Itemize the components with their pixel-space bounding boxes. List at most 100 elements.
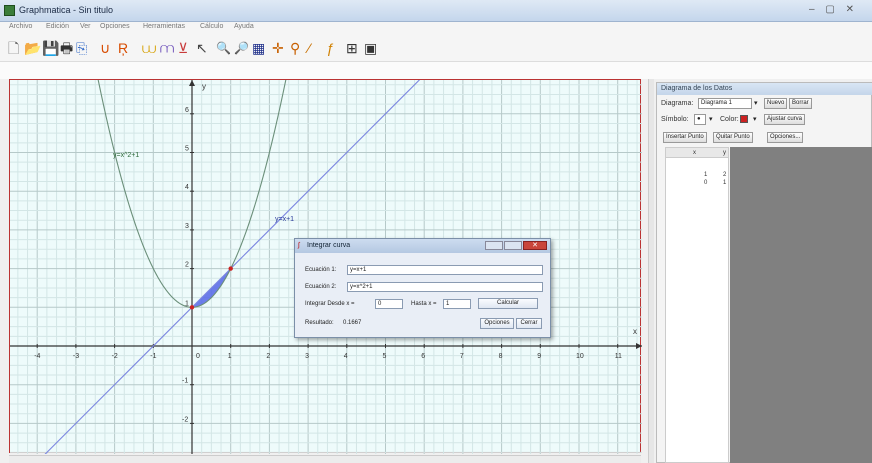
y-axis-name: y	[202, 82, 206, 91]
x-tick-label: -3	[73, 353, 79, 360]
grid-icon[interactable]: ▦	[252, 40, 266, 56]
window-controls[interactable]: – ▢ ✕	[809, 4, 858, 15]
cursor-icon[interactable]: ↖	[196, 40, 208, 56]
remove-point-button[interactable]: Quitar Punto	[713, 132, 753, 143]
intersection-point	[228, 266, 233, 271]
table-cell[interactable]: 2	[723, 172, 727, 178]
zoom-in-icon[interactable]: 🔍	[216, 41, 231, 55]
view-grid-icon[interactable]: ⊞	[346, 40, 358, 56]
app-icon	[4, 5, 15, 16]
equation-2-label: Ecuación 2:	[305, 284, 337, 290]
result-label: Resultado:	[305, 320, 334, 326]
menu-edicion[interactable]: Edición	[46, 23, 69, 30]
table-cell[interactable]: 1	[723, 180, 727, 186]
chevron-down-icon[interactable]: ▾	[754, 100, 758, 107]
y-axis-arrow	[189, 80, 195, 86]
copy-icon[interactable]: ⎘	[76, 40, 88, 56]
result-value: 0.1667	[343, 320, 362, 326]
line-icon[interactable]: ⁄	[308, 40, 311, 56]
panel-splitter[interactable]	[648, 79, 654, 463]
from-x-input[interactable]: 0	[375, 299, 403, 309]
x-tick-label: 11	[615, 353, 622, 360]
calculate-button[interactable]: Calcular	[478, 298, 538, 309]
menu-archivo[interactable]: Archivo	[9, 23, 33, 30]
panel-title: Diagrama de los Datos	[657, 83, 872, 95]
table-cell[interactable]: 0	[704, 180, 708, 186]
options-button[interactable]: Opciones...	[767, 132, 804, 143]
column-header-y: y	[723, 150, 726, 156]
equation-1-select[interactable]: y=x+1	[347, 265, 543, 275]
integrate-from-label: Integrar Desde x =	[305, 301, 355, 307]
x-tick-label: 1	[228, 353, 232, 360]
menu-herramientas[interactable]: Herramientas	[143, 23, 186, 30]
print-icon[interactable]: 🖶	[60, 40, 74, 56]
close-icon[interactable]: ✕	[523, 241, 547, 250]
x-tick-label: 4	[344, 353, 348, 360]
equation-1-label: Ecuación 1:	[305, 267, 337, 273]
minimize-button[interactable]	[485, 241, 503, 250]
x-tick-label: 5	[383, 353, 387, 360]
symbol-select[interactable]: ●	[694, 114, 706, 125]
tool-3-icon[interactable]: ⊻	[178, 40, 189, 56]
horizontal-scrollbar[interactable]	[9, 455, 641, 463]
color-swatch[interactable]	[740, 115, 748, 123]
x-tick-label: 8	[499, 353, 503, 360]
menu-ver[interactable]: Ver	[80, 23, 91, 30]
save-icon[interactable]: 💾	[42, 40, 60, 56]
dialog-title: Integrar curva	[307, 242, 351, 249]
equation-bar[interactable]	[0, 62, 872, 79]
y-tick-label: 5	[185, 146, 189, 153]
x-tick-label: 3	[305, 353, 309, 360]
equation-2-select[interactable]: y=x^2+1	[347, 282, 543, 292]
x-tick-label: 10	[576, 353, 584, 360]
dialog-options-button[interactable]: Opciones	[480, 318, 514, 329]
y-tick-label: 1	[185, 300, 189, 307]
table-header	[666, 148, 728, 158]
x-tick-label: 0	[196, 353, 200, 360]
polar-icon[interactable]: ⚲	[290, 40, 301, 56]
window-title: Graphmatica - Sin titulo	[19, 5, 114, 15]
column-header-x: x	[693, 150, 696, 156]
x-tick-label: -2	[112, 353, 118, 360]
tool-1-icon[interactable]: ⩊	[142, 40, 157, 56]
table-cell[interactable]: 1	[704, 172, 708, 178]
function-icon[interactable]: ƒ	[326, 40, 334, 56]
parabola-label: y=x^2+1	[113, 152, 140, 159]
menu-calculo[interactable]: Cálculo	[200, 23, 224, 30]
x-tick-label: 2	[266, 353, 270, 360]
new-file-icon[interactable]: 🗋	[8, 40, 20, 56]
menu-bar: Archivo Edición Ver Opciones Herramienta…	[0, 22, 872, 34]
x-axis-name: x	[633, 327, 637, 336]
color-label: Color:	[720, 116, 739, 123]
zoom-out-icon[interactable]: 🔎	[234, 41, 249, 55]
y-tick-label: 2	[185, 262, 189, 269]
marker-icon[interactable]: Ŗ	[118, 40, 129, 56]
diagram-label: Diagrama:	[661, 100, 694, 107]
curve-icon[interactable]: ∪	[100, 40, 111, 56]
x-tick-label: 9	[537, 353, 541, 360]
view-panel-icon[interactable]: ▣	[364, 40, 378, 56]
diagram-select[interactable]: Diagrama 1	[698, 98, 752, 109]
insert-point-button[interactable]: Insertar Punto	[663, 132, 707, 143]
menu-ayuda[interactable]: Ayuda	[234, 23, 254, 30]
data-table[interactable]: x y 1 2 0 1	[665, 147, 729, 463]
to-x-input[interactable]: 1	[443, 299, 471, 309]
menu-opciones[interactable]: Opciones	[100, 23, 130, 30]
y-tick-label: 3	[185, 223, 189, 230]
fit-curve-button[interactable]: Ajustar curva	[764, 114, 806, 125]
x-tick-label: -1	[150, 353, 156, 360]
open-folder-icon[interactable]: 📂	[24, 40, 42, 56]
tool-2-icon[interactable]: ⩋	[160, 40, 175, 56]
maximize-button[interactable]	[504, 241, 522, 250]
chevron-down-icon[interactable]: ▾	[709, 116, 713, 123]
new-diagram-button[interactable]: Nuevo	[764, 98, 788, 109]
chevron-down-icon[interactable]: ▾	[753, 116, 757, 123]
y-tick-label: 6	[185, 107, 189, 114]
empty-area	[730, 147, 872, 463]
delete-diagram-button[interactable]: Borrar	[789, 98, 812, 109]
dialog-title-bar: ∫ Integrar curva ✕	[295, 239, 550, 253]
intersection-point	[189, 305, 195, 310]
integrate-to-label: Hasta x =	[411, 301, 437, 307]
dialog-close-button[interactable]: Cerrar	[516, 318, 542, 329]
axes-icon[interactable]: ✛	[272, 40, 284, 56]
